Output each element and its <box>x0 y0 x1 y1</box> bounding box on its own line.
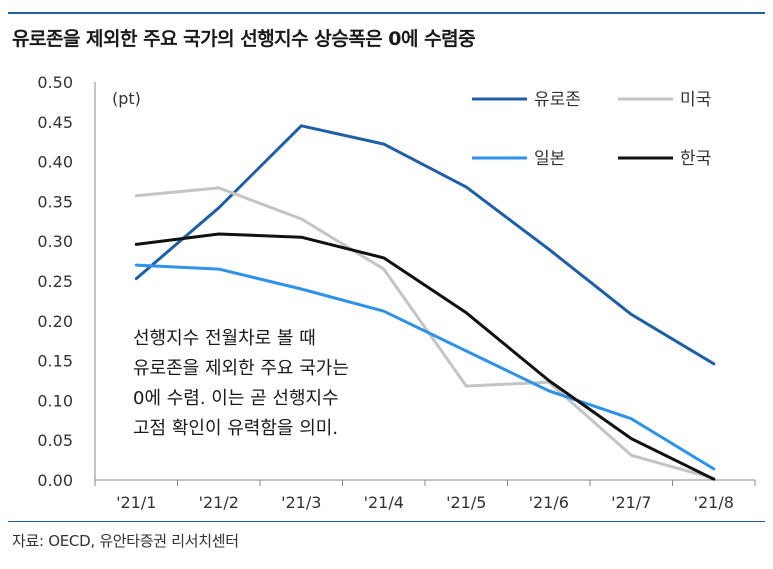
x-tick-label: '21/4 <box>364 493 404 512</box>
y-unit-label: (pt) <box>112 89 141 108</box>
legend-label: 일본 <box>534 149 565 169</box>
legend-label: 유로존 <box>534 90 581 110</box>
series-line-4 <box>134 232 716 481</box>
y-tick-label: 0.10 <box>37 391 73 410</box>
x-tick-label: '21/5 <box>446 493 486 512</box>
series-line-2 <box>134 186 716 480</box>
legend-label: 한국 <box>680 149 711 169</box>
y-tick-label: 0.30 <box>37 232 73 251</box>
x-tick-label: '21/3 <box>281 493 321 512</box>
x-tick-label: '21/8 <box>694 493 734 512</box>
x-tick-label: '21/6 <box>529 493 569 512</box>
top-rule <box>8 12 765 14</box>
annotation-line: 고점 확인이 유력함을 의미. <box>133 418 338 439</box>
annotation-line: 선행지수 전월차로 볼 때 <box>133 328 316 349</box>
legend-label: 미국 <box>680 90 711 110</box>
x-tick-label: '21/2 <box>199 493 239 512</box>
y-tick-label: 0.00 <box>37 471 73 490</box>
y-tick-label: 0.45 <box>37 113 73 132</box>
y-tick-label: 0.35 <box>37 192 73 211</box>
bottom-rule <box>8 521 765 522</box>
y-tick-label: 0.20 <box>37 312 73 331</box>
y-tick-label: 0.25 <box>37 272 73 291</box>
line-chart: 0.00 0.05 0.10 0.15 0.20 0.25 0.30 0.35 0.40 0.45… <box>37 73 756 512</box>
annotation-line: 유로존을 제외한 주요 국가는 <box>133 358 349 379</box>
y-tick-label: 0.40 <box>37 153 73 172</box>
x-tick-label: '21/7 <box>611 493 651 512</box>
annotation-line: 0에 수렴. 이는 곧 선행지수 <box>133 388 339 409</box>
x-tick-label: '21/1 <box>116 493 156 512</box>
y-tick-label: 0.15 <box>37 352 73 371</box>
series-line-3 <box>134 263 716 471</box>
source-note: 자료: OECD, 유안타증권 리서치센터 <box>12 532 239 550</box>
y-tick-label: 0.05 <box>37 431 73 450</box>
y-tick-label: 0.50 <box>37 73 73 92</box>
chart-title: 유로존을 제외한 주요 국가의 선행지수 상승폭은 0에 수렴중 <box>12 28 476 50</box>
